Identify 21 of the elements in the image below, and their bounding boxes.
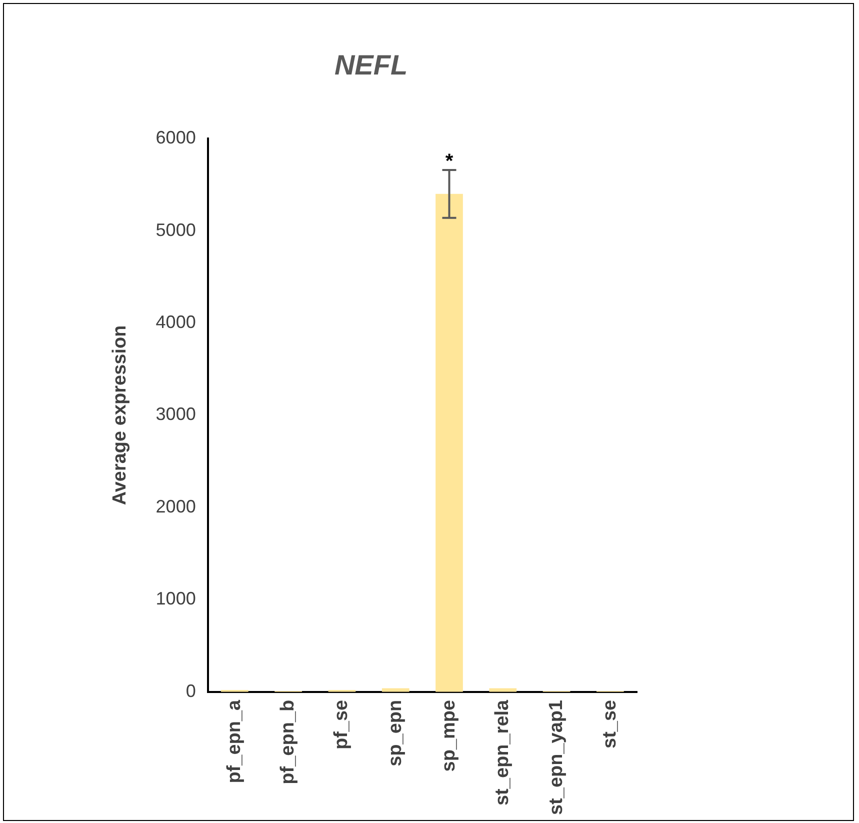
y-tick-label: 4000	[156, 312, 196, 332]
x-tick-label: sp_mpe	[438, 700, 460, 772]
x-tick-label: sp_epn	[384, 700, 406, 766]
y-tick-label: 1000	[156, 588, 196, 609]
x-tick-label: pf_epn_b	[278, 700, 299, 784]
bar	[382, 688, 410, 692]
y-tick-label: 0	[186, 680, 196, 701]
y-tick-label: 6000	[156, 128, 196, 148]
bar	[436, 194, 463, 692]
y-tick-label: 5000	[156, 220, 196, 240]
y-tick-label: 2000	[156, 496, 196, 516]
annotation: *	[445, 150, 454, 172]
chart-title: NEFL	[334, 50, 408, 81]
x-tick-label: st_epn_rela	[492, 699, 514, 806]
x-tick-label: st_epn_yap1	[546, 699, 567, 816]
x-tick-label: st_se	[599, 700, 620, 748]
x-tick-label: pf_epn_a	[224, 699, 245, 784]
x-tick-label: pf_se	[331, 700, 352, 750]
y-axis-title: Average expression	[110, 325, 131, 506]
bar	[489, 688, 517, 692]
y-tick-label: 3000	[156, 404, 196, 424]
